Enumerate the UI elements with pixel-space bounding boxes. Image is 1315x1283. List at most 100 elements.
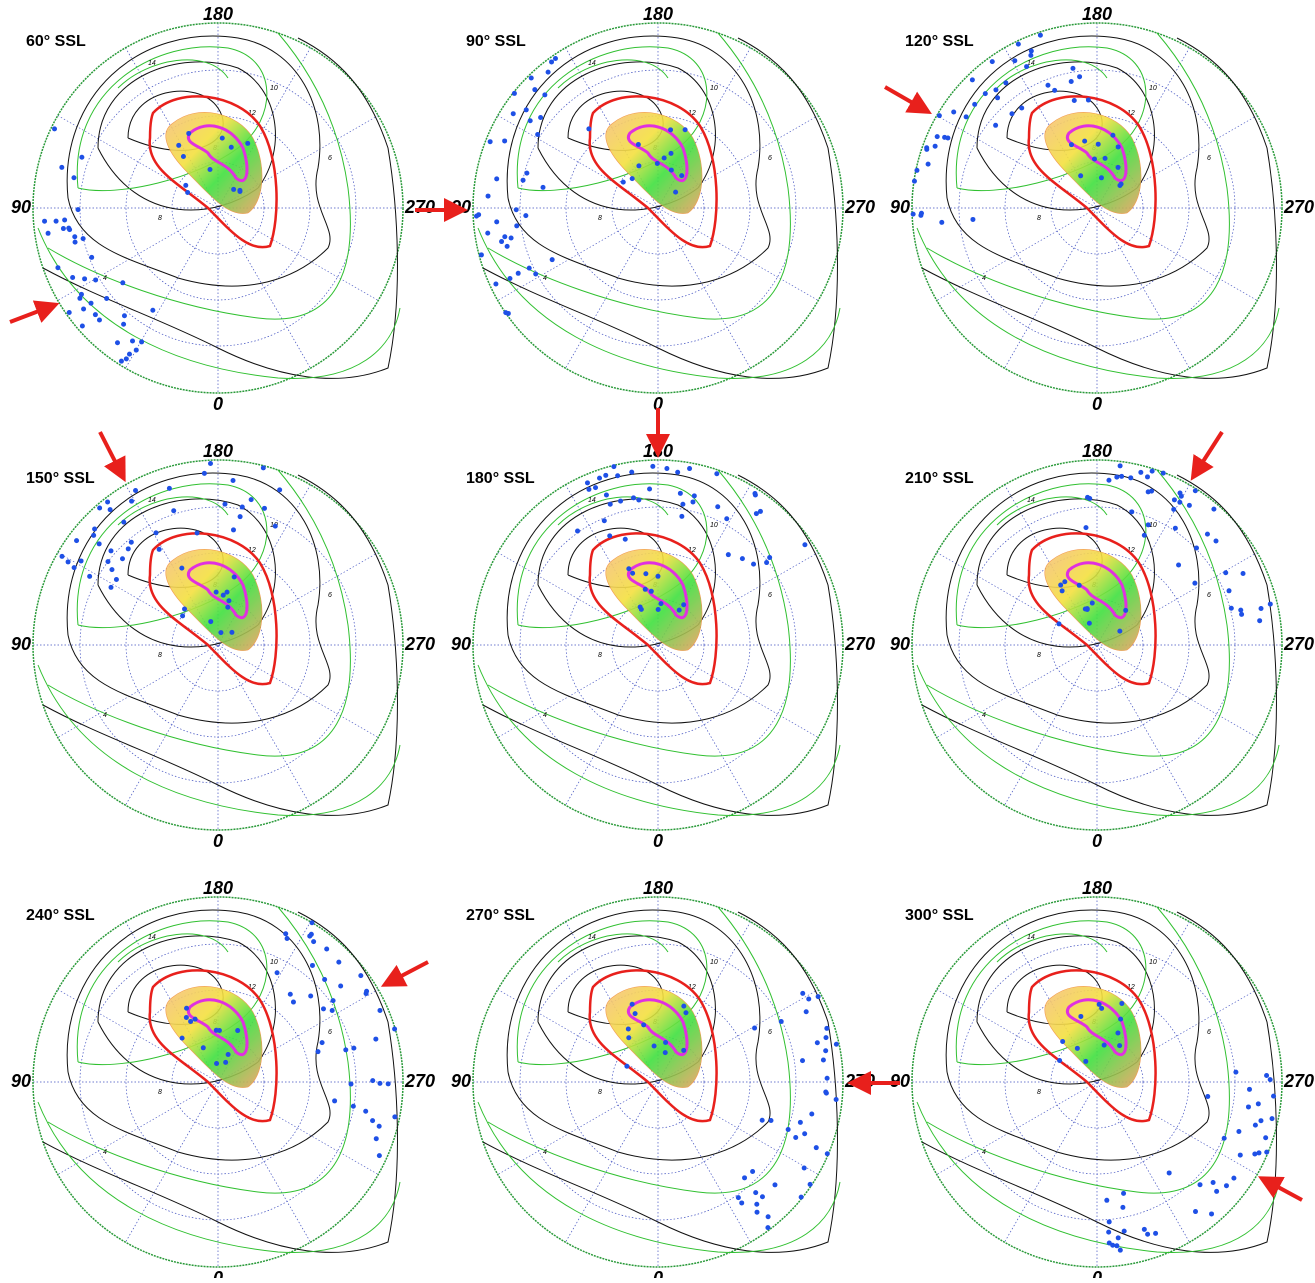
- panel-title: 120° SSL: [905, 33, 974, 50]
- red-contour: [1027, 969, 1157, 1123]
- dot: [59, 164, 65, 170]
- dot: [813, 1145, 819, 1151]
- dot: [767, 555, 773, 561]
- contour-label: 6: [328, 592, 332, 599]
- dot: [593, 485, 599, 491]
- dot: [260, 465, 266, 471]
- dot: [679, 173, 685, 179]
- dot: [1192, 1209, 1198, 1215]
- dot: [527, 118, 533, 124]
- contour-green: [477, 1101, 841, 1253]
- dot: [1121, 1228, 1127, 1234]
- dot: [802, 542, 808, 548]
- dot: [283, 931, 289, 937]
- grid-spoke: [125, 484, 311, 806]
- grid-spoke: [1004, 921, 1190, 1243]
- contour-green: [916, 1101, 1280, 1253]
- red-contour: [588, 95, 718, 249]
- dot: [476, 212, 482, 218]
- dot: [1078, 173, 1084, 179]
- contour-black: [921, 37, 1277, 379]
- red-contour: [588, 969, 718, 1123]
- dot: [1085, 494, 1091, 500]
- polar-panel: 141210868418009027060° SSL: [11, 4, 435, 414]
- dot: [182, 606, 188, 612]
- dot: [1211, 506, 1217, 512]
- contour-black: [921, 474, 1277, 816]
- dot: [507, 276, 513, 282]
- dot: [1186, 502, 1192, 508]
- grid-spoke: [936, 115, 1258, 301]
- dot: [1252, 1151, 1258, 1157]
- grid-spoke: [565, 47, 751, 369]
- dot: [636, 497, 642, 503]
- grid-spoke: [125, 47, 311, 369]
- dot: [989, 59, 995, 65]
- contour-label: 4: [543, 712, 547, 719]
- dot: [993, 87, 999, 93]
- dot: [1085, 97, 1091, 103]
- dot: [630, 570, 636, 576]
- dot: [1024, 64, 1030, 70]
- dot: [183, 182, 189, 188]
- dot: [194, 530, 200, 536]
- dot: [1171, 497, 1177, 503]
- dot: [153, 530, 159, 536]
- panel-title: 60° SSL: [26, 33, 86, 50]
- dot: [668, 150, 674, 156]
- contour-black: [537, 61, 716, 211]
- dot: [969, 77, 975, 83]
- dot: [214, 1061, 220, 1067]
- contour-label: 8: [598, 215, 602, 222]
- dot: [752, 490, 758, 496]
- contour-green: [996, 496, 1108, 526]
- dot: [208, 619, 214, 625]
- contour-green: [996, 933, 1108, 963]
- contour-label: 6: [768, 592, 772, 599]
- axis-label: 90: [451, 1071, 471, 1091]
- contour-black: [97, 61, 276, 211]
- dot: [224, 589, 230, 595]
- dot: [139, 339, 145, 345]
- dot: [622, 536, 628, 542]
- dot: [1062, 579, 1068, 585]
- dot: [772, 1182, 778, 1188]
- dot: [951, 109, 957, 115]
- dot: [636, 163, 642, 169]
- dot: [995, 95, 1001, 101]
- dot: [1238, 607, 1244, 613]
- dot: [691, 493, 697, 499]
- contour-label: 14: [1027, 934, 1035, 941]
- contour-green: [516, 483, 708, 629]
- dot: [942, 134, 948, 140]
- red-contour: [148, 969, 278, 1123]
- contour-green: [487, 32, 791, 320]
- grid-spoke: [497, 552, 819, 738]
- dot: [668, 167, 674, 173]
- dot: [1231, 1175, 1237, 1181]
- dot: [1120, 1204, 1126, 1210]
- axis-label: 0: [1092, 394, 1102, 414]
- dot: [765, 1225, 771, 1231]
- dot: [1264, 1073, 1270, 1079]
- dot: [823, 1048, 829, 1054]
- dot: [493, 281, 499, 287]
- grid-spoke: [565, 484, 751, 806]
- dot: [607, 533, 613, 539]
- contour-label: 6: [1207, 592, 1211, 599]
- contour-black: [945, 35, 1210, 287]
- axis-label: 90: [11, 1071, 31, 1091]
- dot: [936, 113, 942, 119]
- dot: [715, 504, 721, 510]
- dot: [651, 1043, 657, 1049]
- dot: [575, 528, 581, 534]
- contour-green: [916, 664, 1280, 816]
- contour-green: [37, 1101, 401, 1253]
- dot: [1028, 48, 1034, 54]
- axis-label: 180: [1082, 878, 1112, 898]
- contour-green: [477, 227, 841, 379]
- dot: [290, 999, 296, 1005]
- dot: [105, 559, 111, 565]
- dot: [725, 552, 731, 558]
